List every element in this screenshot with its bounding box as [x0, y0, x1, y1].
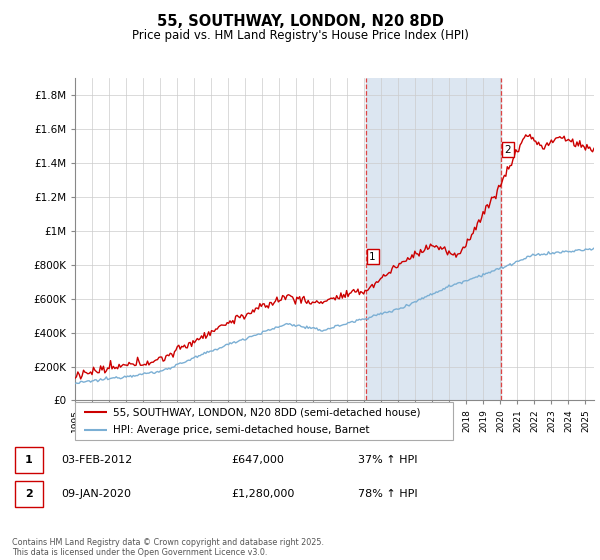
Text: £1,280,000: £1,280,000: [231, 489, 294, 499]
Text: 55, SOUTHWAY, LONDON, N20 8DD (semi-detached house): 55, SOUTHWAY, LONDON, N20 8DD (semi-deta…: [113, 407, 420, 417]
Text: 55, SOUTHWAY, LONDON, N20 8DD: 55, SOUTHWAY, LONDON, N20 8DD: [157, 14, 443, 29]
Text: £647,000: £647,000: [231, 455, 284, 465]
FancyBboxPatch shape: [15, 447, 43, 473]
Text: 03-FEB-2012: 03-FEB-2012: [61, 455, 132, 465]
Text: 1: 1: [370, 252, 376, 262]
Text: 2: 2: [505, 144, 511, 155]
Text: Price paid vs. HM Land Registry's House Price Index (HPI): Price paid vs. HM Land Registry's House …: [131, 29, 469, 42]
FancyBboxPatch shape: [15, 481, 43, 507]
Text: HPI: Average price, semi-detached house, Barnet: HPI: Average price, semi-detached house,…: [113, 425, 370, 435]
FancyBboxPatch shape: [75, 402, 453, 440]
Text: Contains HM Land Registry data © Crown copyright and database right 2025.
This d: Contains HM Land Registry data © Crown c…: [12, 538, 324, 557]
Text: 2: 2: [25, 489, 32, 499]
Text: 09-JAN-2020: 09-JAN-2020: [61, 489, 131, 499]
Bar: [366, 78, 501, 400]
Text: 78% ↑ HPI: 78% ↑ HPI: [358, 489, 417, 499]
Text: 1: 1: [25, 455, 32, 465]
Text: 37% ↑ HPI: 37% ↑ HPI: [358, 455, 417, 465]
